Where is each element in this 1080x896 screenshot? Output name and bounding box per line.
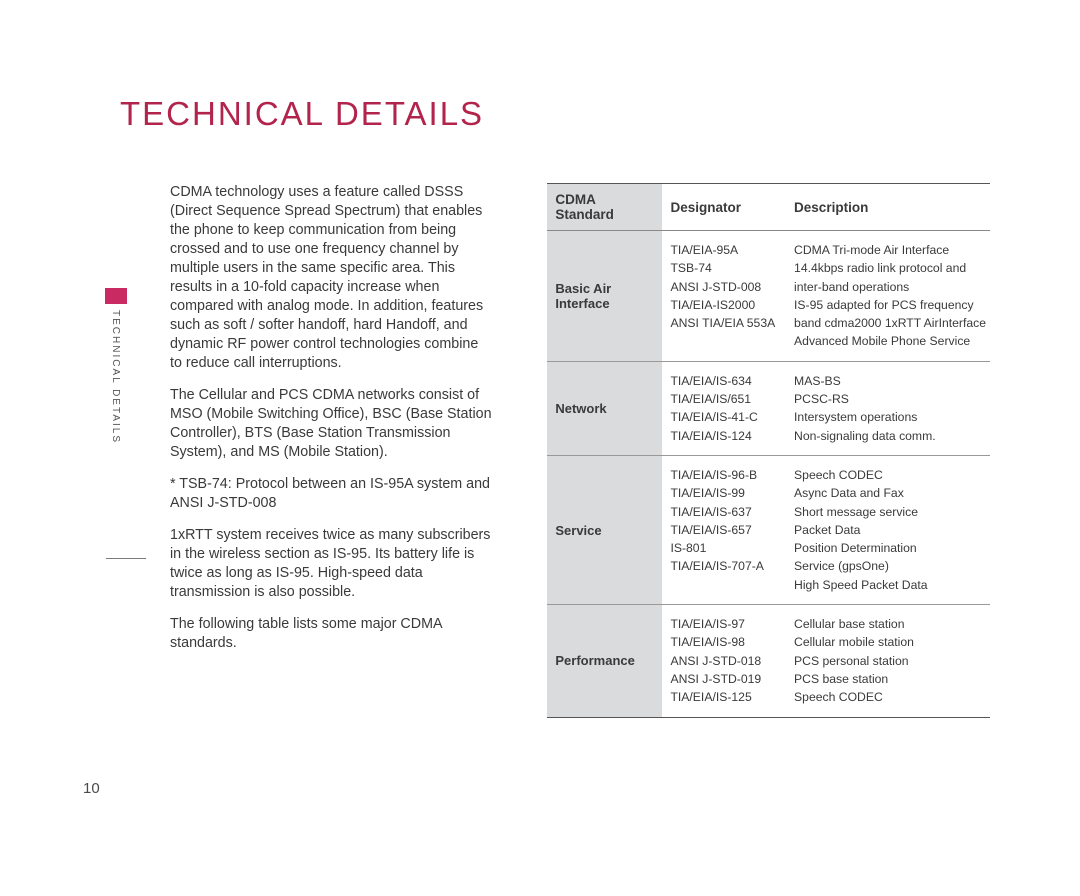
description-line: PCS base station xyxy=(794,670,986,688)
paragraph: The following table lists some major CDM… xyxy=(170,615,492,653)
description-line: band cdma2000 1xRTT AirInterface xyxy=(794,314,986,332)
description-cell: MAS-BSPCSC-RSIntersystem operationsNon-s… xyxy=(786,361,990,455)
description-line: PCS personal station xyxy=(794,652,986,670)
designator-line: ANSI J-STD-018 xyxy=(670,652,782,670)
table-row: ServiceTIA/EIA/IS-96-BTIA/EIA/IS-99TIA/E… xyxy=(547,455,990,604)
description-line: CDMA Tri-mode Air Interface xyxy=(794,241,986,259)
designator-line: TIA/EIA/IS-97 xyxy=(670,615,782,633)
paragraph: * TSB-74: Protocol between an IS-95A sys… xyxy=(170,475,492,513)
designator-line: TSB-74 xyxy=(670,259,782,277)
paragraph: 1xRTT system receives twice as many subs… xyxy=(170,526,492,602)
designator-line: TIA/EIA/IS-707-A xyxy=(670,557,782,575)
designator-line: ANSI J-STD-008 xyxy=(670,278,782,296)
table-row: PerformanceTIA/EIA/IS-97TIA/EIA/IS-98ANS… xyxy=(547,605,990,717)
category-cell: Network xyxy=(547,361,662,455)
designator-cell: TIA/EIA-95ATSB-74ANSI J-STD-008TIA/EIA-I… xyxy=(662,231,786,362)
description-line: Speech CODEC xyxy=(794,688,986,706)
description-line: High Speed Packet Data xyxy=(794,576,986,594)
side-rule xyxy=(106,558,146,559)
designator-line: IS-801 xyxy=(670,539,782,557)
description-line: Intersystem operations xyxy=(794,408,986,426)
header-designator: Designator xyxy=(662,184,786,231)
category-cell: Service xyxy=(547,455,662,604)
designator-line: TIA/EIA/IS-125 xyxy=(670,688,782,706)
table-body: Basic AirInterfaceTIA/EIA-95ATSB-74ANSI … xyxy=(547,231,990,718)
description-line: Packet Data xyxy=(794,521,986,539)
table-row: Basic AirInterfaceTIA/EIA-95ATSB-74ANSI … xyxy=(547,231,990,362)
designator-line: TIA/EIA-IS2000 xyxy=(670,296,782,314)
designator-line: TIA/EIA/IS/651 xyxy=(670,390,782,408)
designator-cell: TIA/EIA/IS-96-BTIA/EIA/IS-99TIA/EIA/IS-6… xyxy=(662,455,786,604)
description-line: Cellular mobile station xyxy=(794,633,986,651)
description-line: Non-signaling data comm. xyxy=(794,427,986,445)
category-cell: Basic AirInterface xyxy=(547,231,662,362)
side-tab xyxy=(105,288,127,304)
description-line: Speech CODEC xyxy=(794,466,986,484)
table-row: NetworkTIA/EIA/IS-634TIA/EIA/IS/651TIA/E… xyxy=(547,361,990,455)
designator-line: TIA/EIA/IS-98 xyxy=(670,633,782,651)
description-cell: Cellular base stationCellular mobile sta… xyxy=(786,605,990,717)
designator-line: TIA/EIA/IS-634 xyxy=(670,372,782,390)
designator-line: TIA/EIA/IS-96-B xyxy=(670,466,782,484)
paragraph: The Cellular and PCS CDMA networks consi… xyxy=(170,386,492,462)
category-cell: Performance xyxy=(547,605,662,717)
description-cell: Speech CODECAsync Data and FaxShort mess… xyxy=(786,455,990,604)
body-text: CDMA technology uses a feature called DS… xyxy=(170,183,492,718)
description-line: IS-95 adapted for PCS frequency xyxy=(794,296,986,314)
page-title: TECHNICAL DETAILS xyxy=(120,95,990,133)
description-line: Cellular base station xyxy=(794,615,986,633)
description-cell: CDMA Tri-mode Air Interface14.4kbps radi… xyxy=(786,231,990,362)
table-header-row: CDMA Standard Designator Description xyxy=(547,184,990,231)
description-line: Advanced Mobile Phone Service xyxy=(794,332,986,350)
designator-line: TIA/EIA/IS-637 xyxy=(670,503,782,521)
standards-table: CDMA Standard Designator Description Bas… xyxy=(547,183,990,718)
description-line: Async Data and Fax xyxy=(794,484,986,502)
designator-line: TIA/EIA/IS-41-C xyxy=(670,408,782,426)
designator-line: TIA/EIA/IS-657 xyxy=(670,521,782,539)
description-line: MAS-BS xyxy=(794,372,986,390)
page: TECHNICAL DETAILS 10 TECHNICAL DETAILS C… xyxy=(0,0,1080,896)
designator-line: ANSI TIA/EIA 553A xyxy=(670,314,782,332)
content-columns: CDMA technology uses a feature called DS… xyxy=(120,183,990,718)
designator-line: TIA/EIA/IS-99 xyxy=(670,484,782,502)
description-line: 14.4kbps radio link protocol and xyxy=(794,259,986,277)
standards-table-wrap: CDMA Standard Designator Description Bas… xyxy=(547,183,990,718)
header-cdma-standard: CDMA Standard xyxy=(547,184,662,231)
description-line: inter-band operations xyxy=(794,278,986,296)
side-label: TECHNICAL DETAILS xyxy=(110,310,121,444)
designator-cell: TIA/EIA/IS-97TIA/EIA/IS-98ANSI J-STD-018… xyxy=(662,605,786,717)
designator-line: ANSI J-STD-019 xyxy=(670,670,782,688)
description-line: Service (gpsOne) xyxy=(794,557,986,575)
header-description: Description xyxy=(786,184,990,231)
designator-line: TIA/EIA/IS-124 xyxy=(670,427,782,445)
description-line: Short message service xyxy=(794,503,986,521)
designator-line: TIA/EIA-95A xyxy=(670,241,782,259)
designator-cell: TIA/EIA/IS-634TIA/EIA/IS/651TIA/EIA/IS-4… xyxy=(662,361,786,455)
paragraph: CDMA technology uses a feature called DS… xyxy=(170,183,492,373)
description-line: Position Determination xyxy=(794,539,986,557)
page-number: 10 xyxy=(83,780,100,797)
description-line: PCSC-RS xyxy=(794,390,986,408)
